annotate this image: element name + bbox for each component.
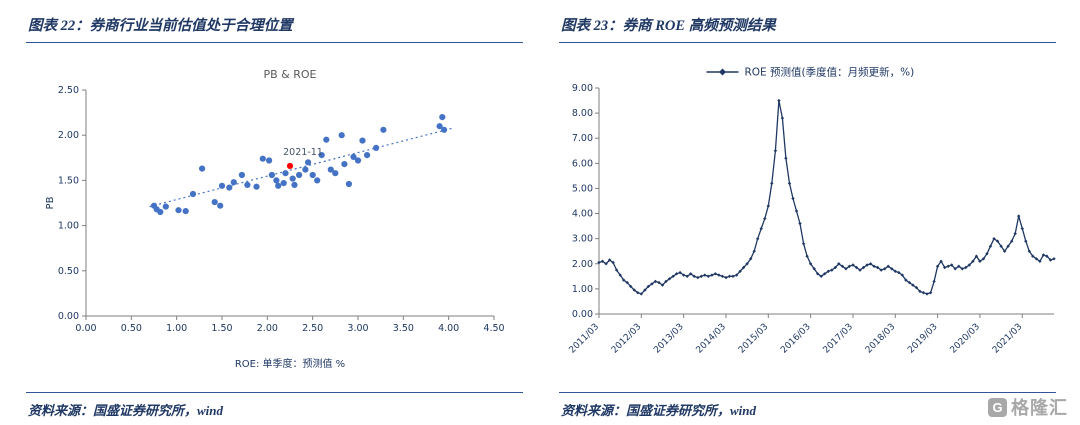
svg-text:1.00: 1.00 — [57, 220, 78, 231]
svg-text:3.00: 3.00 — [572, 233, 593, 244]
svg-text:5.00: 5.00 — [572, 183, 593, 194]
svg-text:2011/03: 2011/03 — [568, 322, 602, 356]
figure-23-chart-area: ROE 预测值(季度值：月频更新，%) 0.00 1.00 2.00 3.00 4.00 5… — [559, 43, 1056, 392]
roe-forecast-line-chart: ROE 预测值(季度值：月频更新，%) 0.00 1.00 2.00 3.00 4.00 5… — [568, 65, 1056, 356]
svg-text:0.00: 0.00 — [57, 311, 78, 322]
svg-text:4.00: 4.00 — [438, 323, 459, 334]
figure-23-header: 图表 23：券商 ROE 高频预测结果 — [559, 12, 1056, 42]
figure-22-bottom-rule — [26, 392, 523, 393]
svg-text:2017/03: 2017/03 — [822, 322, 856, 356]
svg-text:2020/03: 2020/03 — [949, 322, 983, 356]
svg-text:0.00: 0.00 — [75, 323, 96, 334]
svg-text:0.00: 0.00 — [572, 309, 593, 320]
svg-text:2014/03: 2014/03 — [695, 322, 729, 356]
svg-text:9.00: 9.00 — [572, 83, 593, 94]
figure-23-top-rule — [559, 42, 1056, 43]
svg-text:2021/03: 2021/03 — [991, 322, 1025, 356]
figure-22-label: 图表 22： — [28, 18, 90, 34]
gelonghui-logo-icon: G — [988, 397, 1007, 417]
svg-text:1.00: 1.00 — [572, 283, 593, 294]
figure-23-label: 图表 23： — [561, 18, 623, 34]
svg-text:7.00: 7.00 — [572, 133, 593, 144]
svg-text:0.50: 0.50 — [57, 265, 78, 276]
svg-text:2019/03: 2019/03 — [906, 322, 940, 356]
watermark-text: 格隆汇 — [1011, 398, 1068, 418]
svg-text:2.50: 2.50 — [57, 85, 78, 96]
figure-22-chart-area: PB & ROE 0.00 0.50 1.00 1.50 2.00 2.50 0.00 0.50… — [26, 43, 523, 392]
figure-22-panel: 图表 22：券商行业当前估值处于合理位置 PB & ROE 0.00 0.50 1.0… — [26, 12, 523, 421]
svg-text:2.00: 2.00 — [572, 258, 593, 269]
svg-text:ROE 预测值(季度值：月频更新，%): ROE 预测值(季度值：月频更新，%) — [745, 65, 915, 78]
figure-22-header: 图表 22：券商行业当前估值处于合理位置 — [26, 12, 523, 42]
svg-text:2.50: 2.50 — [302, 323, 323, 334]
svg-text:0.50: 0.50 — [120, 323, 141, 334]
figure-22-title: 券商行业当前估值处于合理位置 — [89, 18, 293, 34]
svg-text:3.50: 3.50 — [392, 323, 413, 334]
figure-23-title: 券商 ROE 高频预测结果 — [622, 18, 776, 34]
figure-22-source: 资料来源：国盛证券研究所，wind — [28, 403, 224, 418]
svg-text:2021-11: 2021-11 — [283, 146, 323, 157]
svg-text:ROE: 单季度：预测值 %: ROE: 单季度：预测值 % — [234, 357, 344, 370]
svg-text:6.00: 6.00 — [572, 158, 593, 169]
svg-text:2.00: 2.00 — [57, 130, 78, 141]
svg-text:2013/03: 2013/03 — [652, 322, 686, 356]
svg-text:PB & ROE: PB & ROE — [263, 68, 316, 81]
figure-23-panel: 图表 23：券商 ROE 高频预测结果 ROE 预测值(季度值：月频更新，%) 0… — [559, 12, 1056, 421]
svg-text:1.50: 1.50 — [57, 175, 78, 186]
svg-text:8.00: 8.00 — [572, 108, 593, 119]
svg-text:4.00: 4.00 — [572, 208, 593, 219]
svg-text:PB: PB — [45, 196, 56, 209]
figure-22-top-rule — [26, 42, 523, 43]
watermark: G 格隆汇 — [988, 394, 1068, 420]
svg-text:2018/03: 2018/03 — [864, 322, 898, 356]
svg-text:1.00: 1.00 — [166, 323, 187, 334]
svg-text:2.00: 2.00 — [256, 323, 277, 334]
pb-roe-scatter-chart: PB & ROE 0.00 0.50 1.00 1.50 2.00 2.50 0.00 0.50… — [45, 68, 505, 370]
svg-text:2015/03: 2015/03 — [737, 322, 771, 356]
svg-text:2016/03: 2016/03 — [779, 322, 813, 356]
svg-text:4.50: 4.50 — [483, 323, 504, 334]
svg-text:1.50: 1.50 — [211, 323, 232, 334]
svg-text:2012/03: 2012/03 — [610, 322, 644, 356]
figure-23-source: 资料来源：国盛证券研究所，wind — [561, 403, 757, 418]
svg-text:3.00: 3.00 — [347, 323, 368, 334]
figure-23-bottom-rule — [559, 392, 1056, 393]
